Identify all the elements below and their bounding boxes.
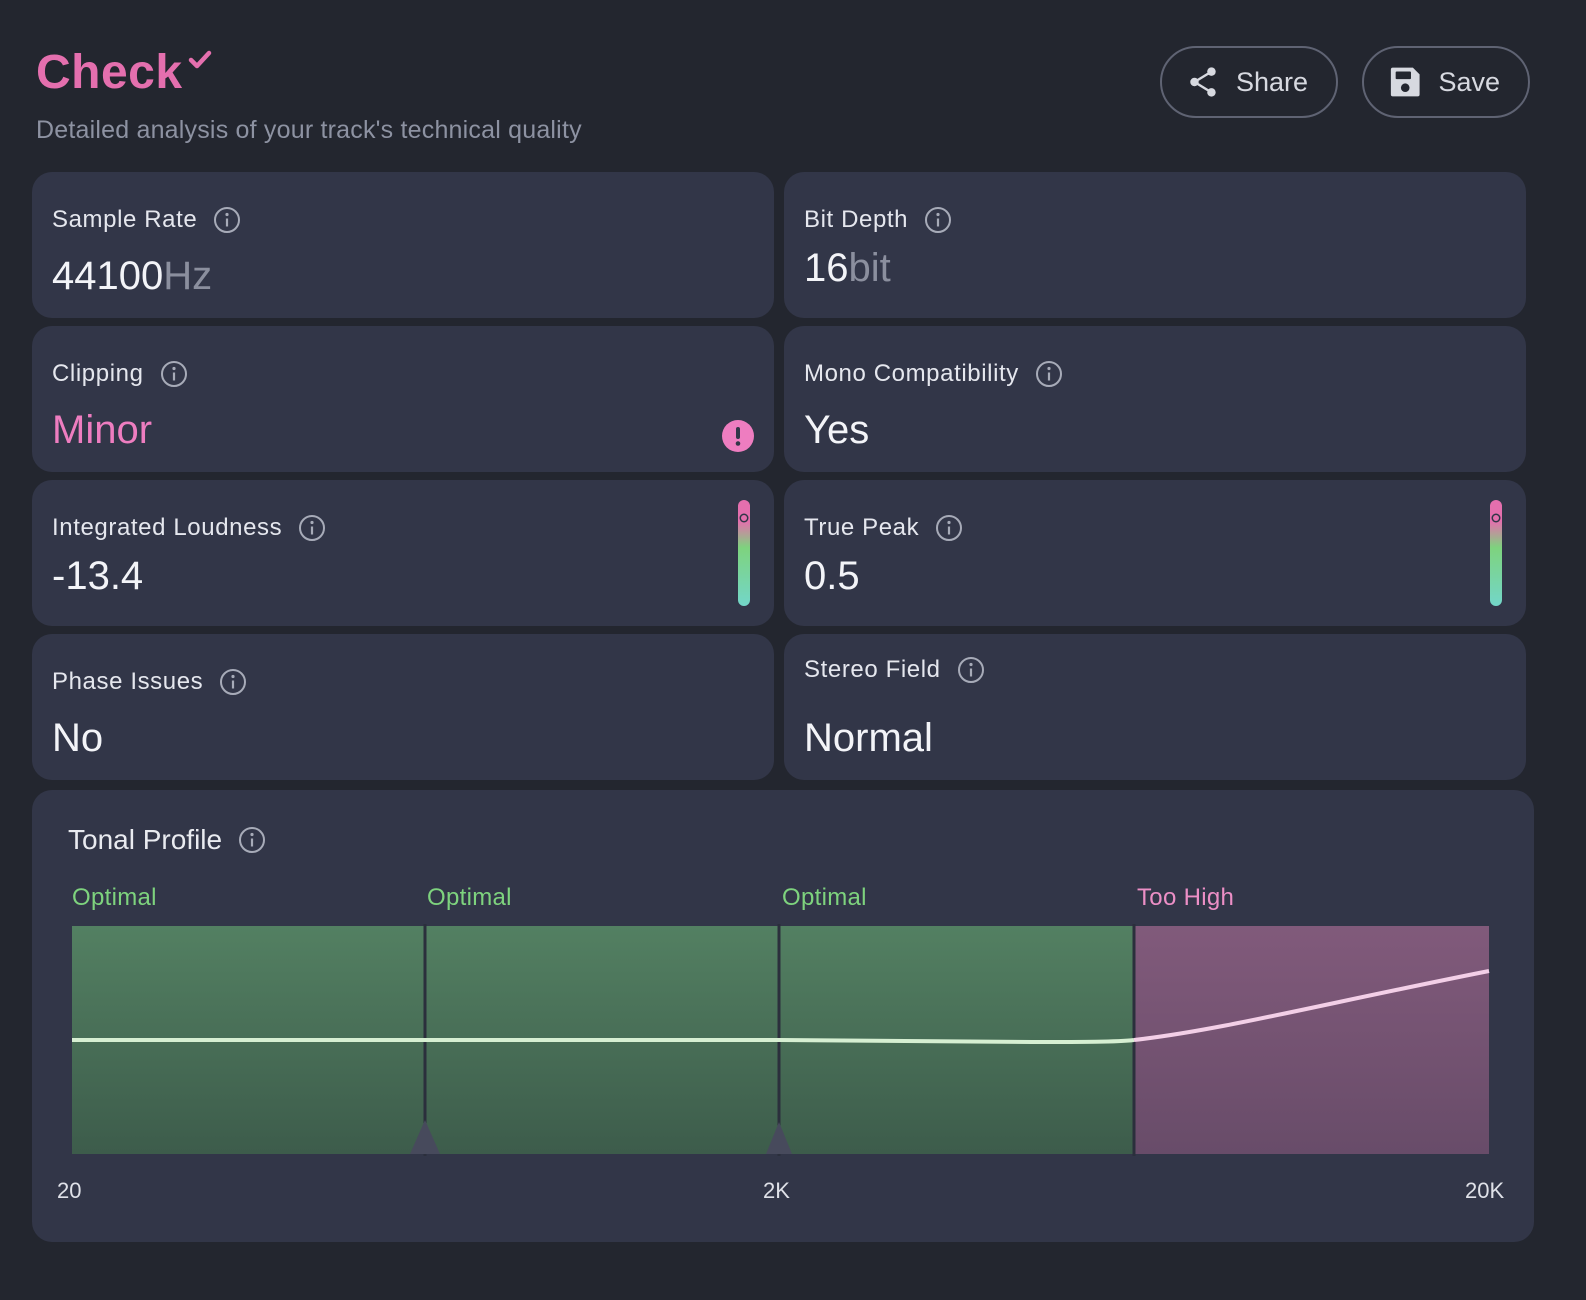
info-icon[interactable] [298, 514, 326, 542]
page-header: Check Detailed analysis of your track's … [36, 46, 1530, 146]
share-button-label: Share [1235, 66, 1308, 97]
true-peak-meter [1490, 500, 1502, 606]
info-icon[interactable] [219, 668, 247, 696]
band-status-label: Optimal [782, 884, 867, 911]
integrated-loudness-card: Integrated Loudness -13.4 [32, 480, 774, 626]
band-marker [410, 1120, 440, 1154]
share-icon [1190, 67, 1216, 97]
clipping-label: Clipping [52, 360, 144, 387]
band-status-label: Too High [1137, 884, 1235, 911]
phase-issues-value: No [52, 716, 104, 760]
integrated-loudness-label: Integrated Loudness [52, 514, 283, 541]
info-icon[interactable] [213, 206, 241, 234]
warning-icon [722, 420, 754, 452]
info-icon[interactable] [957, 656, 985, 684]
share-button[interactable]: Share [1160, 46, 1338, 118]
true-peak-value: 0.5 [804, 554, 860, 598]
save-button-label: Save [1438, 66, 1500, 97]
phase-issues-label-row: Phase Issues [52, 668, 247, 696]
band-region-high [1135, 926, 1489, 1154]
x-axis-tick: 20K [1465, 1178, 1505, 1203]
sample-rate-value: 44100Hz [52, 254, 212, 299]
bit-depth-number: 16 [804, 246, 849, 290]
sample-rate-number: 44100 [52, 254, 164, 298]
integrated-loudness-label-row: Integrated Loudness [52, 514, 326, 542]
clipping-value: Minor [52, 408, 153, 452]
mono-compatibility-label: Mono Compatibility [804, 360, 1019, 387]
sample-rate-card: Sample Rate 44100Hz [32, 172, 774, 318]
info-icon[interactable] [238, 826, 266, 854]
stereo-field-label: Stereo Field [804, 656, 941, 683]
tonal-profile-title: Tonal Profile [68, 824, 223, 855]
phase-issues-card: Phase Issues No [32, 634, 774, 780]
brand: Check [36, 46, 1530, 100]
stereo-field-label-row: Stereo Field [804, 656, 985, 684]
band-status-label: Optimal [72, 884, 157, 911]
true-peak-card: True Peak 0.5 [784, 480, 1526, 626]
clipping-label-row: Clipping [52, 360, 188, 388]
tonal-profile-card: Tonal Profile Optimal Optimal Optimal To… [32, 790, 1534, 1242]
tonal-profile-title-row: Tonal Profile [68, 824, 266, 856]
integrated-loudness-value: -13.4 [52, 554, 144, 598]
true-peak-label: True Peak [804, 514, 920, 541]
mono-compatibility-value: Yes [804, 408, 870, 452]
loudness-meter [738, 500, 750, 606]
checkmark-icon [188, 50, 211, 69]
sample-rate-label: Sample Rate [52, 206, 198, 233]
info-icon[interactable] [924, 206, 952, 234]
stereo-field-value: Normal [804, 716, 933, 760]
bit-depth-value: 16bit [804, 246, 891, 291]
tonal-curve-too-high [1133, 969, 1490, 1042]
info-icon[interactable] [160, 360, 188, 388]
sample-rate-label-row: Sample Rate [52, 206, 241, 234]
page-subtitle: Detailed analysis of your track's techni… [36, 116, 582, 144]
band-marker [766, 1122, 792, 1154]
mono-compatibility-label-row: Mono Compatibility [804, 360, 1063, 388]
tonal-curve-optimal [72, 1038, 1135, 1045]
band-status-label: Optimal [427, 884, 512, 911]
info-icon[interactable] [935, 514, 963, 542]
clipping-card: Clipping Minor [32, 326, 774, 472]
x-axis-tick: 2K [763, 1178, 790, 1203]
header-actions: Share Save [1160, 46, 1530, 118]
x-axis-tick: 20 [57, 1178, 82, 1203]
save-button[interactable]: Save [1362, 46, 1530, 118]
bit-depth-unit: bit [848, 246, 891, 290]
page-title: Check [36, 46, 183, 99]
bit-depth-card: Bit Depth 16bit [784, 172, 1526, 318]
stereo-field-card: Stereo Field Normal [784, 634, 1526, 780]
mono-compatibility-card: Mono Compatibility Yes [784, 326, 1526, 472]
save-icon [1390, 67, 1420, 97]
info-icon[interactable] [1035, 360, 1063, 388]
sample-rate-unit: Hz [163, 254, 213, 298]
phase-issues-label: Phase Issues [52, 668, 204, 695]
bit-depth-label: Bit Depth [804, 206, 909, 233]
bit-depth-label-row: Bit Depth [804, 206, 952, 234]
true-peak-label-row: True Peak [804, 514, 963, 542]
tonal-profile-chart [72, 924, 1490, 1156]
